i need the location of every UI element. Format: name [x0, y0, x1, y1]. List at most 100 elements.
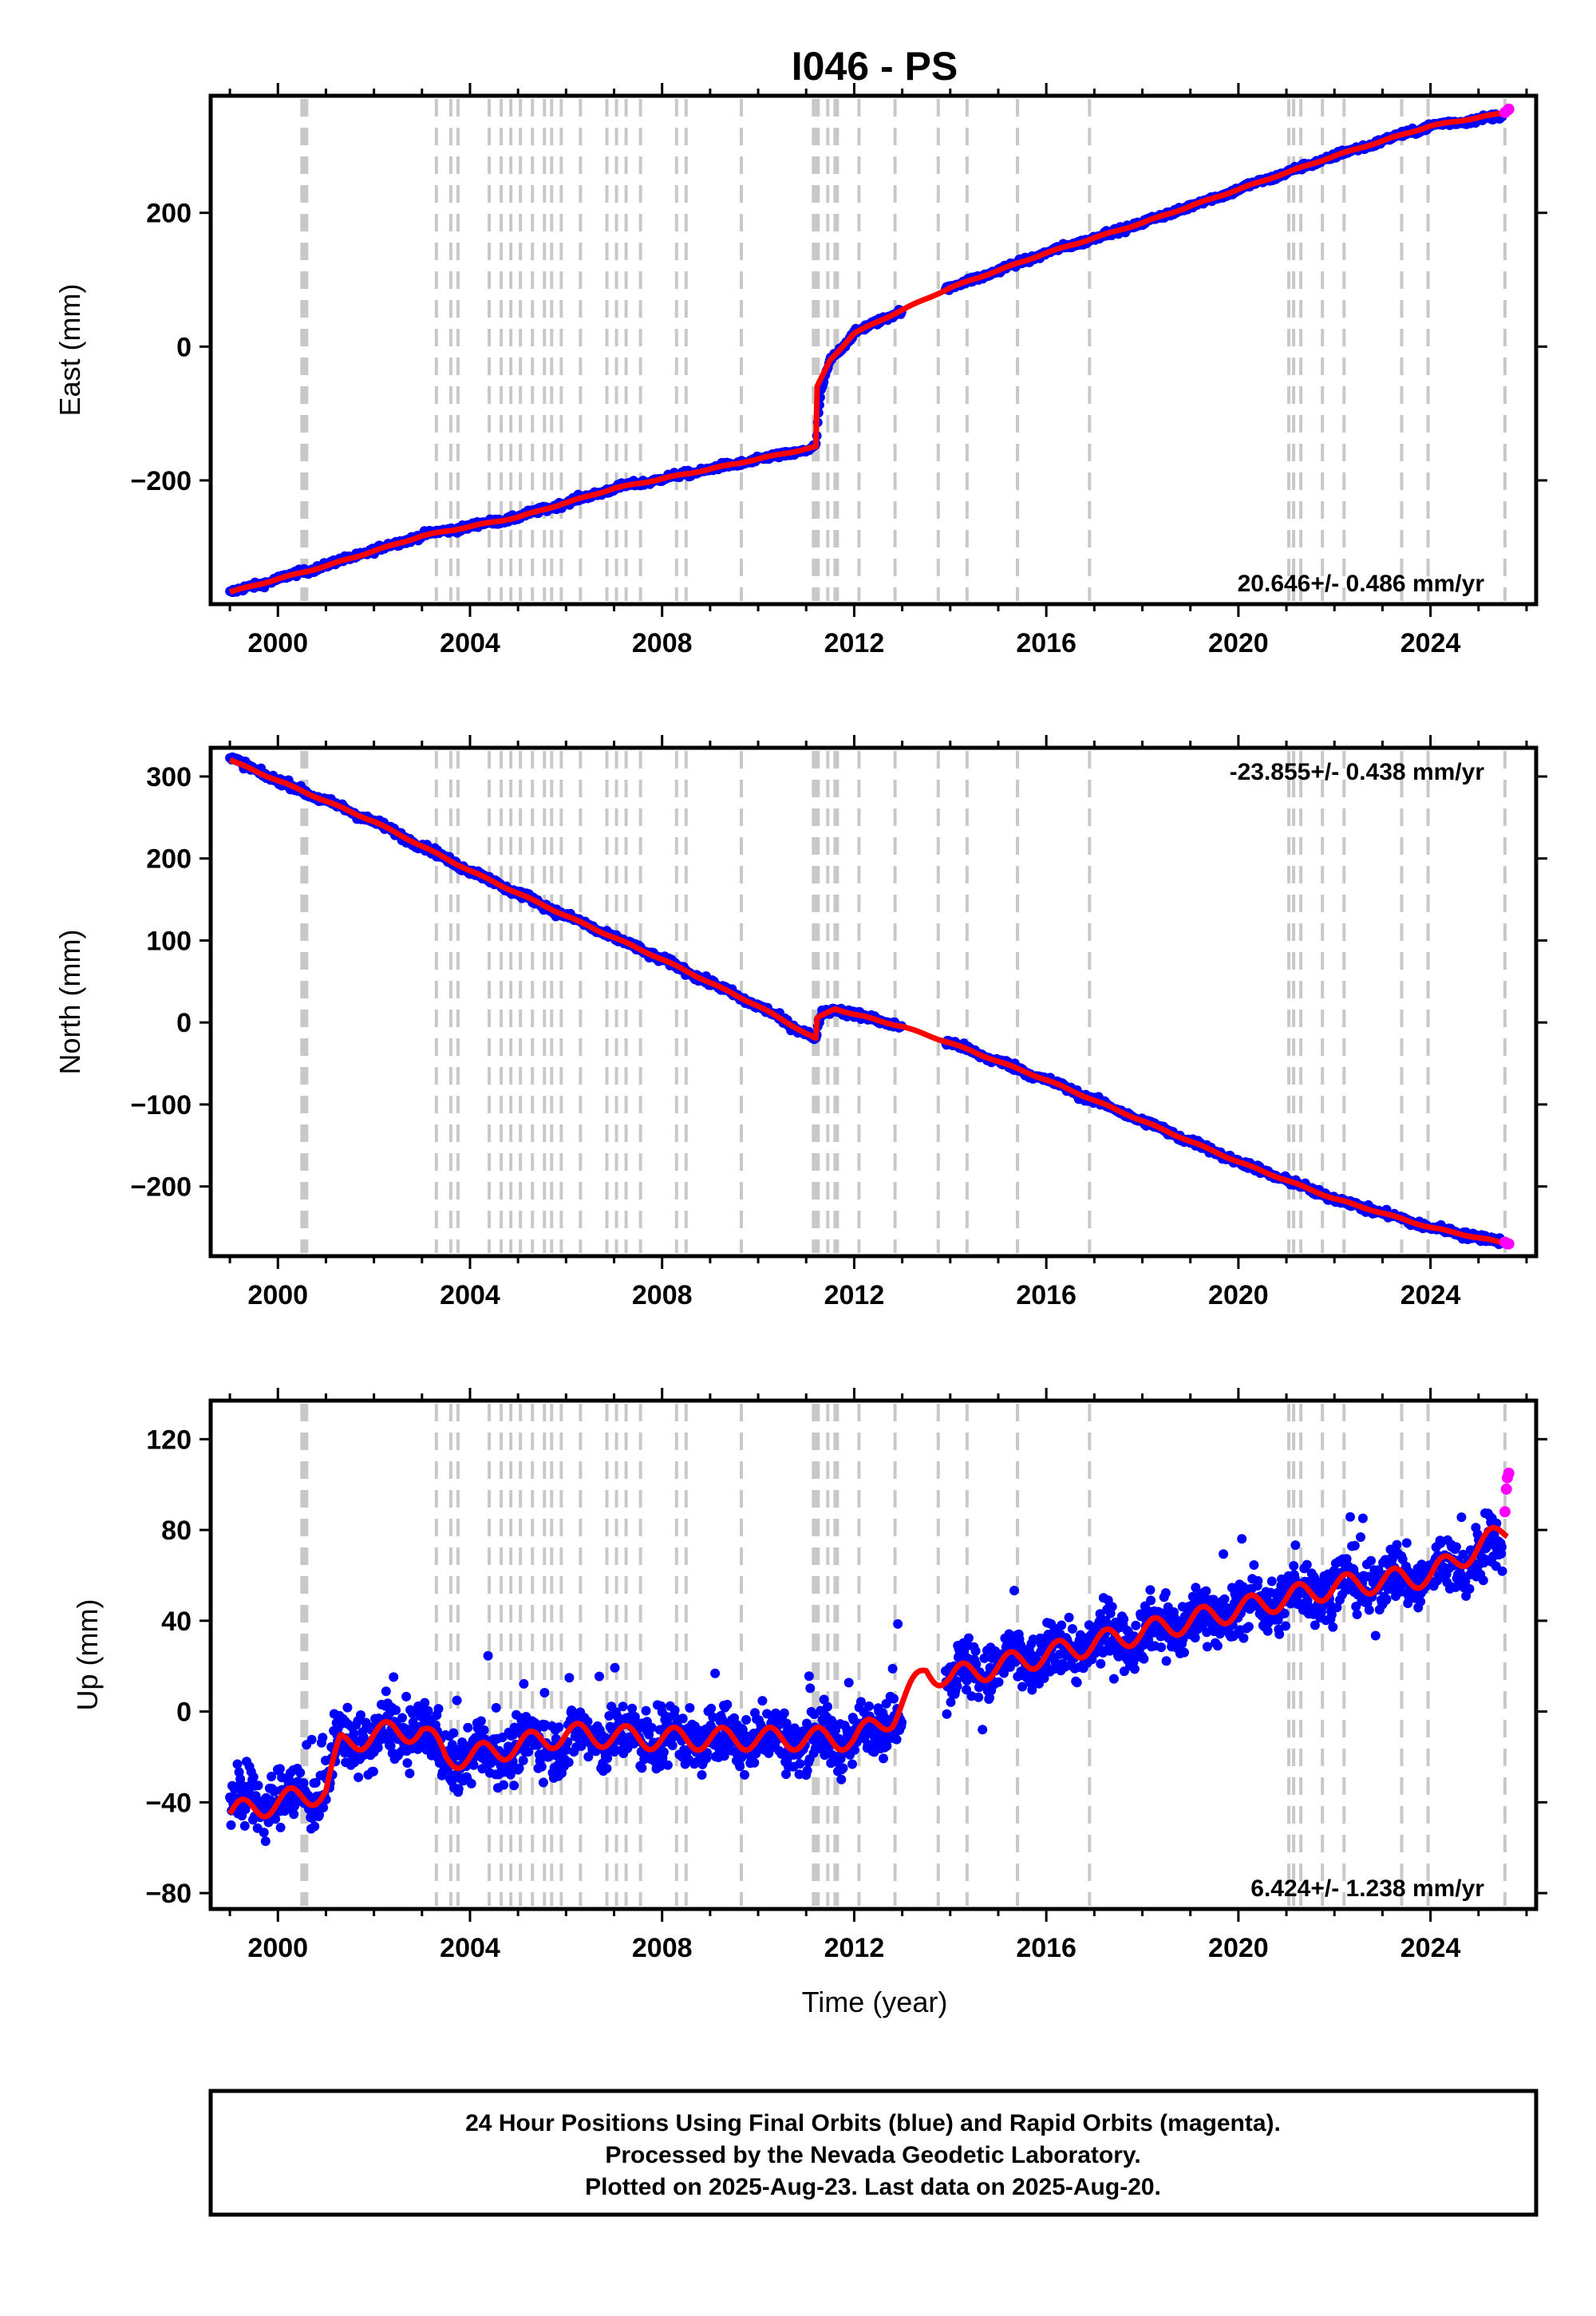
final-orbit-point	[618, 1701, 628, 1712]
final-orbit-point	[887, 1663, 898, 1674]
final-orbit-point	[1290, 1540, 1301, 1551]
event-lines	[300, 99, 1507, 601]
final-orbit-point	[838, 1763, 848, 1773]
north-plot-frame	[208, 745, 1539, 1259]
east-model-line	[227, 109, 1510, 595]
final-orbit-point	[855, 1697, 866, 1707]
y-tick-label: −200	[130, 466, 192, 496]
final-orbit-point	[864, 1701, 874, 1711]
final-orbit-point	[1281, 1621, 1291, 1631]
final-orbit-point	[1274, 1629, 1285, 1639]
east-plot-frame	[208, 93, 1539, 607]
final-orbit-point	[259, 1828, 269, 1838]
final-orbit-point	[843, 1678, 854, 1688]
final-orbit-point	[662, 1760, 673, 1770]
final-orbit-point	[757, 1696, 768, 1706]
final-orbit-point	[226, 1820, 236, 1830]
y-tick-label: −100	[130, 1090, 192, 1120]
final-orbit-point	[381, 1686, 391, 1697]
x-tick-label: 2000	[247, 1280, 308, 1310]
final-orbit-point	[1119, 1614, 1129, 1624]
final-orbit-point	[401, 1691, 412, 1701]
final-orbit-point	[779, 1708, 789, 1718]
x-tick-label: 2016	[1016, 628, 1077, 658]
up-final-orbit-points	[225, 1508, 1507, 1847]
final-orbit-point	[368, 1766, 378, 1777]
final-orbit-point	[974, 1692, 984, 1702]
y-tick-label: 100	[146, 926, 192, 956]
final-orbit-point	[491, 1702, 501, 1713]
x-tick-label: 2000	[247, 628, 308, 658]
final-orbit-point	[891, 1734, 902, 1745]
final-orbit-point	[1160, 1588, 1171, 1598]
final-orbit-point	[722, 1699, 733, 1709]
final-orbit-point	[354, 1773, 364, 1782]
final-orbit-point	[1064, 1612, 1074, 1622]
x-tick-label: 2008	[632, 1280, 693, 1310]
final-orbit-point	[1108, 1674, 1119, 1684]
final-orbit-point	[678, 1713, 688, 1724]
x-tick-label: 2004	[440, 1280, 500, 1310]
final-orbit-point	[685, 1703, 695, 1713]
final-orbit-point	[1129, 1664, 1140, 1674]
final-orbit-point	[1201, 1586, 1211, 1596]
final-orbit-point	[889, 1694, 899, 1704]
final-orbit-point	[836, 1774, 847, 1784]
x-tick-label: 2016	[1016, 1280, 1077, 1310]
final-orbit-point	[978, 1725, 988, 1735]
final-orbit-point	[519, 1678, 529, 1689]
final-orbit-point	[963, 1633, 974, 1643]
final-orbit-point	[397, 1713, 407, 1723]
final-orbit-point	[564, 1673, 575, 1683]
final-orbit-point	[1161, 1656, 1171, 1666]
rate-label: 20.646+/- 0.486 mm/yr	[1238, 571, 1485, 597]
east-rapid-orbit-points	[1499, 103, 1515, 118]
rate-label: -23.855+/- 0.438 mm/yr	[1230, 759, 1485, 785]
final-orbit-point	[1145, 1585, 1156, 1595]
y-axis-label: East (mm)	[53, 284, 86, 417]
east-final-orbit-points	[225, 109, 1507, 598]
final-orbit-point	[260, 1836, 271, 1847]
north-final-orbit-points	[225, 752, 1507, 1250]
final-orbit-point	[1266, 1576, 1277, 1587]
final-orbit-point	[697, 1770, 707, 1780]
x-tick-label: 2008	[632, 628, 693, 658]
final-orbit-point	[740, 1769, 749, 1780]
final-orbit-point	[879, 1753, 888, 1764]
final-orbit-point	[342, 1702, 353, 1713]
final-orbit-point	[463, 1722, 473, 1733]
final-orbit-point	[670, 1705, 680, 1715]
final-orbit-point	[248, 1772, 259, 1782]
final-orbit-point	[602, 1763, 612, 1773]
final-orbit-point	[741, 1715, 752, 1725]
final-orbit-point	[433, 1704, 444, 1714]
x-tick-label: 2024	[1400, 1280, 1461, 1310]
final-orbit-point	[1057, 1620, 1067, 1630]
final-orbit-point	[476, 1716, 486, 1726]
final-orbit-point	[952, 1681, 962, 1691]
final-orbit-point	[423, 1705, 433, 1716]
rapid-orbit-point	[1503, 103, 1515, 115]
final-orbit-point	[1302, 1559, 1312, 1570]
final-orbit-point	[1107, 1602, 1117, 1612]
final-orbit-point	[1238, 1633, 1249, 1643]
final-orbit-point	[1328, 1622, 1338, 1632]
final-orbit-point	[518, 1755, 528, 1765]
final-orbit-point	[389, 1672, 399, 1682]
final-orbit-point	[1009, 1586, 1019, 1595]
event-lines	[300, 751, 1507, 1253]
final-orbit-point	[275, 1822, 286, 1832]
final-orbit-point	[1146, 1595, 1156, 1606]
final-orbit-point	[641, 1705, 651, 1716]
final-orbit-point	[1262, 1626, 1273, 1636]
final-orbit-point	[554, 1722, 564, 1733]
final-orbit-point	[536, 1761, 547, 1772]
final-orbit-point	[710, 1668, 721, 1678]
final-orbit-point	[1243, 1622, 1254, 1632]
final-orbit-point	[452, 1695, 462, 1705]
rapid-orbit-point	[1503, 1238, 1515, 1250]
y-tick-label: 300	[146, 762, 192, 792]
y-tick-label: −200	[130, 1172, 192, 1203]
chart-title: I046 - PS	[792, 44, 958, 89]
